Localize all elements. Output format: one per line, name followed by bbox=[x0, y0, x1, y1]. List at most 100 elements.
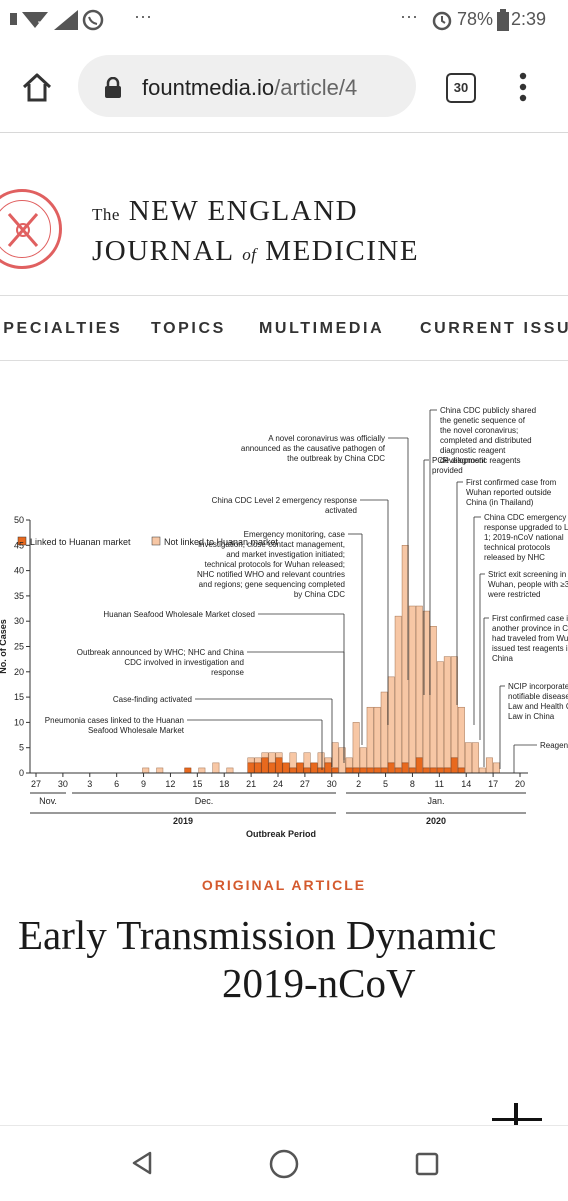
bar-linked bbox=[387, 762, 395, 774]
y-tick-label: 30 bbox=[14, 616, 24, 626]
x-tick-label: 3 bbox=[87, 779, 92, 789]
bar-linked bbox=[254, 762, 262, 774]
bar-linked bbox=[317, 767, 325, 774]
x-tick-label: 27 bbox=[300, 779, 310, 789]
y-tick-label: 10 bbox=[14, 717, 24, 727]
system-navigation-bar bbox=[0, 1125, 568, 1201]
x-tick-label: 18 bbox=[219, 779, 229, 789]
site-navigation: SPECIALTIES TOPICS MULTIMEDIA CURRENT IS… bbox=[0, 295, 568, 361]
y-tick-label: 20 bbox=[14, 667, 24, 677]
annotation-text: China CDC emergency bbox=[484, 513, 566, 522]
annotation-text: the genetic sequence of bbox=[440, 416, 526, 425]
bar-linked bbox=[457, 767, 465, 774]
nav-current-issue[interactable]: CURRENT ISSUE bbox=[420, 320, 568, 337]
bar-not-linked bbox=[324, 757, 332, 764]
nav-multimedia[interactable]: MULTIMEDIA bbox=[259, 320, 385, 337]
y-tick-label: 50 bbox=[14, 515, 24, 525]
journal-wordmark[interactable]: The NEW ENGLAND JOURNAL of MEDICINE bbox=[92, 193, 419, 273]
bar-linked bbox=[394, 767, 402, 774]
y-tick-label: 0 bbox=[19, 768, 24, 778]
annotation-text: Law and Health Quarantine bbox=[508, 702, 568, 711]
legend-label-not-linked: Not linked to Huanan market bbox=[164, 537, 279, 547]
bar-linked bbox=[422, 767, 430, 774]
x-tick-label: 24 bbox=[273, 779, 283, 789]
add-icon[interactable] bbox=[514, 1103, 518, 1125]
bar-not-linked bbox=[408, 605, 416, 769]
journal-line-2: JOURNAL of MEDICINE bbox=[92, 233, 419, 273]
bar-not-linked bbox=[485, 757, 493, 774]
article-title[interactable]: Early Transmission Dynamic 2019-nCoV bbox=[18, 911, 568, 1007]
annotation-text: by China CDC bbox=[294, 590, 345, 599]
x-tick-label: 8 bbox=[410, 779, 415, 789]
annotation-text: development bbox=[440, 456, 487, 465]
x-tick-label: 20 bbox=[515, 779, 525, 789]
home-circle-icon[interactable] bbox=[268, 1148, 300, 1180]
annotation-text: another province in China; bbox=[492, 624, 568, 633]
journal-journal: JOURNAL bbox=[92, 235, 234, 267]
bar-not-linked bbox=[317, 752, 325, 769]
bar-not-linked bbox=[366, 706, 374, 769]
journal-medicine: MEDICINE bbox=[265, 235, 420, 267]
url-text[interactable]: fountmedia.io/article/4 bbox=[142, 75, 407, 101]
x-tick-label: 21 bbox=[246, 779, 256, 789]
x-axis-label: Outbreak Period bbox=[246, 829, 316, 839]
tab-switcher-button[interactable]: 30 bbox=[446, 73, 476, 103]
status-bar: ··· ··· 78% 2:39 bbox=[0, 0, 568, 40]
bar-not-linked bbox=[268, 752, 276, 764]
bar-not-linked bbox=[373, 706, 381, 769]
annotation-text: were restricted bbox=[487, 590, 540, 599]
bar-not-linked bbox=[345, 757, 353, 769]
notification-icon bbox=[10, 13, 17, 25]
annotation-text: activated bbox=[325, 506, 357, 515]
annotation-text: diagnostic reagent bbox=[440, 446, 506, 455]
y-tick-label: 45 bbox=[14, 540, 24, 550]
bar-linked bbox=[401, 762, 409, 774]
bar-linked bbox=[282, 762, 290, 774]
bar-linked bbox=[247, 762, 255, 774]
x-tick-label: 6 bbox=[114, 779, 119, 789]
bar-linked bbox=[324, 762, 332, 774]
legend-label-linked: Linked to Huanan market bbox=[30, 537, 131, 547]
x-tick-label: 30 bbox=[327, 779, 337, 789]
bar-not-linked bbox=[436, 661, 444, 769]
bar-not-linked bbox=[359, 747, 367, 769]
annotation-text: Huanan Seafood Wholesale Market closed bbox=[103, 610, 255, 619]
home-icon[interactable] bbox=[20, 70, 54, 104]
whatsapp-icon bbox=[82, 9, 104, 31]
recents-icon[interactable] bbox=[415, 1152, 439, 1176]
annotation-text: notifiable disease in the bbox=[508, 692, 568, 701]
signal-icon bbox=[54, 10, 78, 30]
bar-not-linked bbox=[471, 742, 479, 774]
x-tick-label: 27 bbox=[31, 779, 41, 789]
bar-not-linked bbox=[156, 767, 164, 774]
y-tick-label: 35 bbox=[14, 591, 24, 601]
bar-linked bbox=[261, 757, 269, 774]
annotation-text: A novel coronavirus was officially bbox=[268, 434, 385, 443]
x-tick-label: 17 bbox=[488, 779, 498, 789]
bar-not-linked bbox=[429, 626, 437, 769]
nav-topics[interactable]: TOPICS bbox=[151, 320, 226, 337]
more-options-icon[interactable] bbox=[516, 70, 530, 104]
bar-not-linked bbox=[275, 752, 283, 759]
nejm-seal-logo[interactable] bbox=[0, 189, 62, 269]
bar-linked bbox=[380, 767, 388, 774]
annotation-text: Strict exit screening in bbox=[488, 570, 566, 579]
bar-not-linked bbox=[198, 767, 206, 774]
journal-line-1: The NEW ENGLAND bbox=[92, 193, 419, 233]
annotation-text: CDC involved in investigation and bbox=[124, 658, 244, 667]
url-bar[interactable] bbox=[78, 55, 416, 117]
annotation-text: Wuhan reported outside bbox=[466, 488, 552, 497]
month-label: Jan. bbox=[427, 796, 444, 806]
status-dots-left: ··· bbox=[134, 6, 152, 26]
notification-icons bbox=[10, 9, 104, 31]
back-icon[interactable] bbox=[130, 1150, 154, 1176]
nav-specialties[interactable]: SPECIALTIES bbox=[0, 320, 123, 337]
bar-linked bbox=[268, 762, 276, 774]
battery-icon bbox=[497, 9, 509, 31]
bar-linked bbox=[415, 757, 423, 774]
y-tick-label: 15 bbox=[14, 692, 24, 702]
bar-not-linked bbox=[415, 605, 423, 759]
annotation-text: the outbreak by China CDC bbox=[287, 454, 385, 463]
bar-not-linked bbox=[142, 767, 150, 774]
status-dots-right: ··· bbox=[400, 6, 418, 26]
